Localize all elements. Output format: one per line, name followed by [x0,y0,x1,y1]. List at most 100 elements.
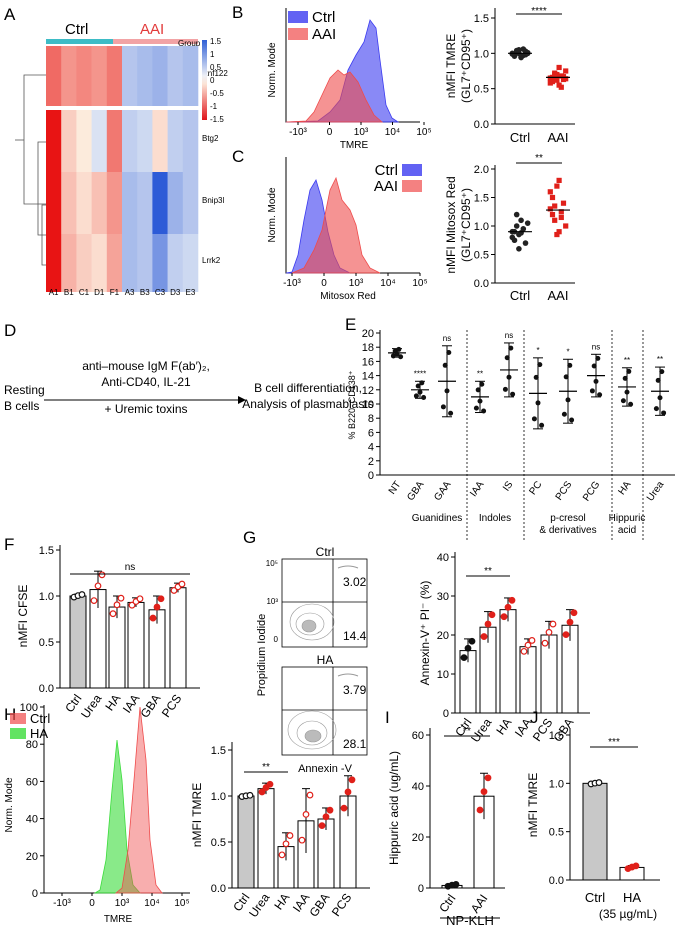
legend-aai-c: AAI [374,178,398,195]
h2-category: HA [271,891,292,913]
g2-point [484,620,492,628]
scale-tick-label: 1 [210,50,215,59]
heatmap-cell [91,172,108,234]
b-x-tick-label: 10³ [354,127,369,138]
e-point [597,392,603,398]
h2-category: GBA [306,891,332,920]
f-category: PCS [159,692,185,720]
b2-point [520,46,527,52]
heatmap-cell [167,110,184,172]
g2-point [545,628,553,636]
c2-point [518,217,524,224]
legend-swatch-ha-h [10,728,26,739]
h-xlabel: TMRE [104,914,133,925]
e-point [440,404,446,410]
hist-c-aai [291,176,381,274]
h2-point [344,788,352,796]
heatmap-cell [106,172,123,234]
f-point [128,601,136,609]
f-bar [108,606,126,689]
legend-swatch-ctrl-h [10,713,26,724]
e-point [421,394,427,400]
c2-point [547,189,553,195]
c2-sig: ** [535,153,543,164]
panel-label-f: F [4,535,14,554]
f-category: Urea [78,691,105,721]
heatmap-cell [122,46,138,106]
j-y-tick-label: 0.0 [549,875,564,887]
e-ylabel: % B220⁻CD138⁺ [347,370,357,439]
panel-label-j: J [530,708,539,727]
c-x-tick-label: 0 [321,278,327,289]
e-point [398,354,404,360]
e-y-tick-label: 4 [368,442,374,454]
g-ha-title: HA [317,653,334,667]
gene-label: Lrrk2 [202,256,221,265]
c2-ylabel2: (GL7⁺CD95⁺) [459,188,473,262]
b2-point [552,71,558,78]
sample-label: E3 [186,288,196,297]
h-y-tick-label: 0 [32,888,38,900]
legend-ha-h: HA [30,726,48,741]
c2-point [547,206,553,212]
b-x-tick-label: 10⁵ [416,127,431,138]
e-group-pcresol: p-cresol [550,513,586,524]
e-point [591,363,597,369]
e-y-tick-label: 6 [368,427,374,439]
gene-label: Btg2 [202,134,219,143]
scale-tick-label: -1 [210,102,218,111]
c2-point [558,214,564,221]
g2-point [549,620,557,628]
i-y-tick-label: 20 [412,832,424,844]
d-right2: Analysis of plasmablasts [242,397,373,411]
g2-point [541,639,549,647]
g2-point [460,654,468,662]
heatmap-cell [182,110,199,172]
d-arrow-head [238,396,246,404]
c2-cat-aai: AAI [548,288,569,303]
c2-point [513,223,520,229]
group-legend-title: Group [178,39,201,48]
e-group-indoles: Indoles [479,513,511,524]
g2-point [504,603,512,611]
f-point [113,601,121,609]
e-sig: **** [414,369,426,378]
scatter-c2: 0.0 0.5 1.0 1.5 2.0 nMFI Mitosox Red (GL7⁺CD… [444,153,575,303]
d-left1: Resting [4,383,45,397]
e-point [510,391,516,397]
h2-y-tick-label: 0.5 [211,837,226,849]
heatmap-cell [106,234,123,292]
e-group-dividers [466,330,644,540]
e-point [444,388,450,394]
heatmap-cell [46,172,62,234]
e-category: IAA [468,479,486,499]
g2-point [570,609,578,617]
panel-label-i: I [385,708,390,727]
heatmap-cell [167,234,184,292]
e-y-tick-label: 16 [362,356,374,368]
f-bar [127,601,145,689]
b-x-tick-label: 0 [327,127,333,138]
e-y-tick-label: 14 [362,371,374,383]
i-ylabel: Hippuric acid (ug/mL) [387,751,401,865]
h2-ylabel: nMFI TMRE [190,783,204,847]
e-point [565,397,571,403]
c-x-tick-label: 10³ [349,278,364,289]
c2-point [549,194,556,201]
g-ctrl-lr: 14.4 [343,629,367,643]
color-scale-bar [202,40,207,120]
heatmap-cell [182,46,199,106]
e-category: PCG [581,479,603,503]
c2-point [513,211,520,218]
g2-point [488,611,496,619]
e-point [531,416,537,422]
b2-sig: **** [531,6,547,17]
sample-label: A3 [125,288,135,297]
e-sig: * [536,346,539,355]
sample-label: D1 [94,288,105,297]
e-sig: ** [477,369,483,378]
e-point [624,389,630,395]
e-point [653,406,659,412]
